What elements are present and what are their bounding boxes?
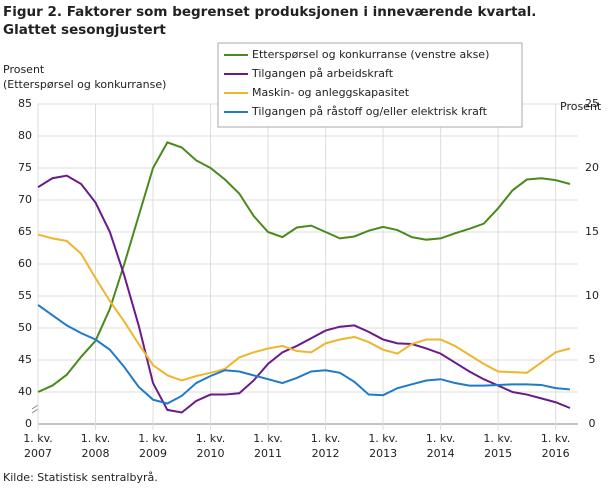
y-tick-label: 45: [18, 353, 32, 366]
x-tick-label: 1. kv. 2010: [195, 432, 226, 460]
x-tick-label: 1. kv. 2015: [483, 432, 513, 460]
chart-title: Figur 2. Faktorer som begrenset produksj…: [3, 4, 537, 38]
legend-label: Tilgangen på arbeidskraft: [251, 67, 394, 80]
x-tick-label: 1. kv. 2014: [425, 432, 456, 460]
y2-axis-title: Prosent: [560, 100, 602, 113]
y-tick-label: 50: [18, 321, 32, 334]
legend-label: Etterspørsel og konkurranse (venstre aks…: [252, 48, 489, 61]
y-axis-title: Prosent (Etterspørsel og konkurranse): [3, 63, 167, 91]
y-tick-label: 65: [18, 225, 32, 238]
y-tick-label: 85: [18, 97, 32, 110]
x-tick-label: 1. kv. 2011: [253, 432, 283, 460]
y-tick-label: 55: [18, 289, 32, 302]
y-tick-label: 80: [18, 129, 32, 142]
series-line: [37, 304, 571, 405]
legend-label: Maskin- og anleggskapasitet: [252, 86, 410, 99]
x-tick-label: 1. kv. 2012: [310, 432, 341, 460]
x-tick-label: 1. kv. 2007: [23, 432, 53, 460]
series-line: [37, 233, 571, 382]
y-tick-label: 60: [18, 257, 32, 270]
y2-tick-label: 10: [585, 289, 599, 302]
series-line: [37, 174, 571, 414]
y2-tick-label: 0: [589, 417, 596, 430]
y-tick-label: 70: [18, 193, 32, 206]
y-tick-label: 40: [18, 385, 32, 398]
legend-label: Tilgangen på råstoff og/eller elektrisk …: [251, 105, 488, 118]
x-tick-label: 1. kv. 2009: [138, 432, 168, 460]
y2-tick-label: 15: [585, 225, 599, 238]
y2-tick-label: 25: [585, 97, 599, 110]
legend-box: [217, 42, 523, 128]
series-line: [37, 141, 571, 393]
y-tick-label: 75: [18, 161, 32, 174]
y2-tick-label: 20: [585, 161, 599, 174]
y2-tick-label: 5: [589, 353, 596, 366]
x-tick-label: 1. kv. 2008: [80, 432, 111, 460]
source: Kilde: Statistisk sentralbyrå.: [3, 471, 158, 484]
x-tick-label: 1. kv. 2016: [540, 432, 571, 460]
y-tick-label: 0: [25, 417, 32, 430]
axis-break: [31, 404, 39, 414]
x-tick-label: 1. kv. 2013: [368, 432, 398, 460]
